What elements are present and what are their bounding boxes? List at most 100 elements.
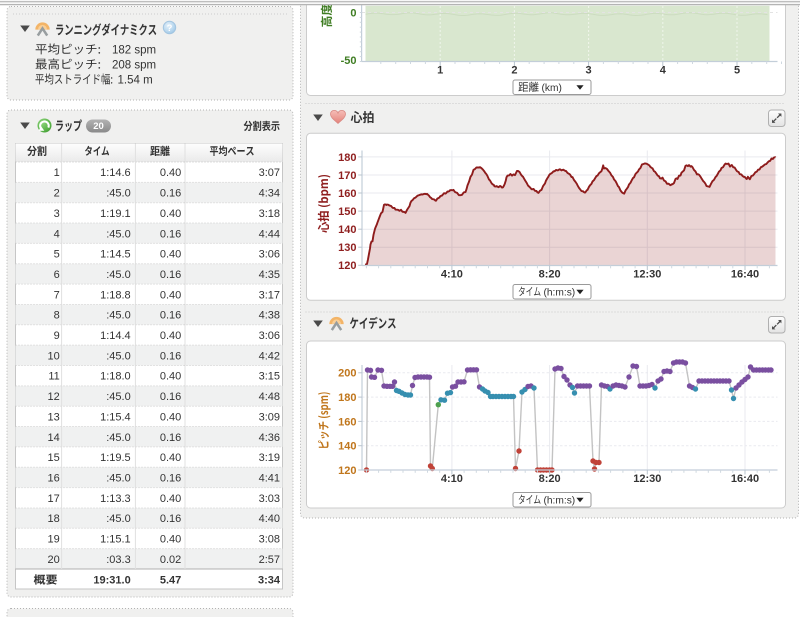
svg-text:0.40: 0.40 [160,249,181,261]
svg-text::45.0: :45.0 [106,310,130,322]
svg-text:4:44: 4:44 [259,228,280,240]
svg-text:0.16: 0.16 [160,269,181,281]
svg-text:1:14.5: 1:14.5 [100,249,131,261]
svg-text:20: 20 [93,121,104,132]
svg-text:3:06: 3:06 [259,330,280,342]
svg-text:0.16: 0.16 [160,472,181,484]
svg-text:170: 170 [338,170,356,182]
svg-text:4:34: 4:34 [259,188,280,200]
svg-text:1:15.1: 1:15.1 [100,534,131,546]
svg-text:3:09: 3:09 [259,411,280,423]
svg-text:3:07: 3:07 [259,167,280,179]
svg-text:1:14.6: 1:14.6 [100,167,131,179]
svg-text:19:31.0: 19:31.0 [93,575,130,587]
svg-text:4:48: 4:48 [259,391,280,403]
svg-text::45.0: :45.0 [106,472,130,484]
svg-text:182 spm: 182 spm [112,45,156,57]
svg-text::45.0: :45.0 [106,269,130,281]
svg-text:0.16: 0.16 [160,391,181,403]
svg-text:8: 8 [54,310,60,322]
svg-text:14: 14 [48,432,60,444]
svg-text:12:30: 12:30 [633,268,661,280]
svg-text:180: 180 [338,392,356,404]
svg-text:1: 1 [437,64,443,76]
svg-text:3:18: 3:18 [259,208,280,220]
svg-text:13: 13 [48,411,60,423]
svg-text:1:19.1: 1:19.1 [100,208,131,220]
svg-text:12:30: 12:30 [633,473,661,485]
svg-text:15: 15 [48,452,60,464]
svg-text:8:20: 8:20 [539,268,561,280]
svg-text::45.0: :45.0 [106,513,130,525]
svg-text:4:35: 4:35 [259,269,280,281]
svg-text:0.40: 0.40 [160,534,181,546]
svg-text:140: 140 [338,224,356,236]
svg-text:0.02: 0.02 [160,554,181,566]
svg-text:10: 10 [48,350,60,362]
svg-text:0: 0 [350,7,356,19]
svg-text:12: 12 [48,391,60,403]
svg-text:4: 4 [54,228,60,240]
svg-text:(km): (km) [542,83,562,94]
svg-text:7: 7 [54,289,60,301]
svg-text:20: 20 [48,554,60,566]
svg-text:3:03: 3:03 [259,493,280,505]
svg-text:120: 120 [338,465,356,477]
svg-text:1: 1 [54,167,60,179]
svg-text:9: 9 [54,330,60,342]
svg-text:(h:m:s): (h:m:s) [544,288,576,299]
svg-text:3: 3 [54,208,60,220]
svg-text:4:36: 4:36 [259,432,280,444]
svg-text:0.40: 0.40 [160,452,181,464]
svg-text:3:06: 3:06 [259,249,280,261]
svg-text:1:19.5: 1:19.5 [100,452,131,464]
svg-text:2: 2 [54,188,60,200]
svg-text:1:14.4: 1:14.4 [100,330,131,342]
svg-text:4:10: 4:10 [441,473,463,485]
svg-text:5: 5 [54,249,60,261]
svg-text:11: 11 [48,371,59,383]
svg-text:4: 4 [660,64,667,76]
svg-text:0.40: 0.40 [160,208,181,220]
svg-text:0.40: 0.40 [160,167,181,179]
svg-text:0.40: 0.40 [160,289,181,301]
svg-text:(h:m:s): (h:m:s) [544,496,576,507]
svg-text::45.0: :45.0 [106,228,130,240]
svg-text:0.40: 0.40 [160,411,181,423]
svg-text:16: 16 [48,472,60,484]
svg-text::45.0: :45.0 [106,188,130,200]
svg-text:?: ? [167,23,173,34]
svg-text:4:10: 4:10 [441,268,463,280]
svg-text:8:20: 8:20 [539,473,561,485]
svg-text:4:40: 4:40 [259,513,280,525]
svg-text:160: 160 [338,188,356,200]
svg-text:1.54 m: 1.54 m [118,75,153,87]
svg-text::03.3: :03.3 [106,554,130,566]
svg-text:1:18.0: 1:18.0 [100,371,131,383]
svg-text:0.40: 0.40 [160,493,181,505]
svg-text:0.16: 0.16 [160,350,181,362]
svg-text:140: 140 [338,441,356,453]
svg-text:5.47: 5.47 [160,575,181,587]
svg-text:16:40: 16:40 [731,268,759,280]
svg-text:3:34: 3:34 [258,575,281,587]
svg-text::45.0: :45.0 [106,350,130,362]
svg-text:18: 18 [48,513,60,525]
svg-text:2: 2 [511,64,517,76]
svg-text:3: 3 [586,64,592,76]
svg-text:180: 180 [338,152,356,164]
svg-text:200: 200 [338,368,356,380]
svg-text:208 spm: 208 spm [112,60,156,72]
svg-text:6: 6 [54,269,60,281]
svg-text:150: 150 [338,206,356,218]
svg-text:1:18.8: 1:18.8 [100,289,131,301]
svg-text:16:40: 16:40 [731,473,759,485]
svg-text:1:15.4: 1:15.4 [100,411,131,423]
svg-text:0.40: 0.40 [160,330,181,342]
svg-text:0.16: 0.16 [160,228,181,240]
svg-text:3:19: 3:19 [259,452,280,464]
svg-text:0.40: 0.40 [160,371,181,383]
svg-text:160: 160 [338,416,356,428]
svg-text:0.16: 0.16 [160,188,181,200]
svg-text:3:08: 3:08 [259,534,280,546]
